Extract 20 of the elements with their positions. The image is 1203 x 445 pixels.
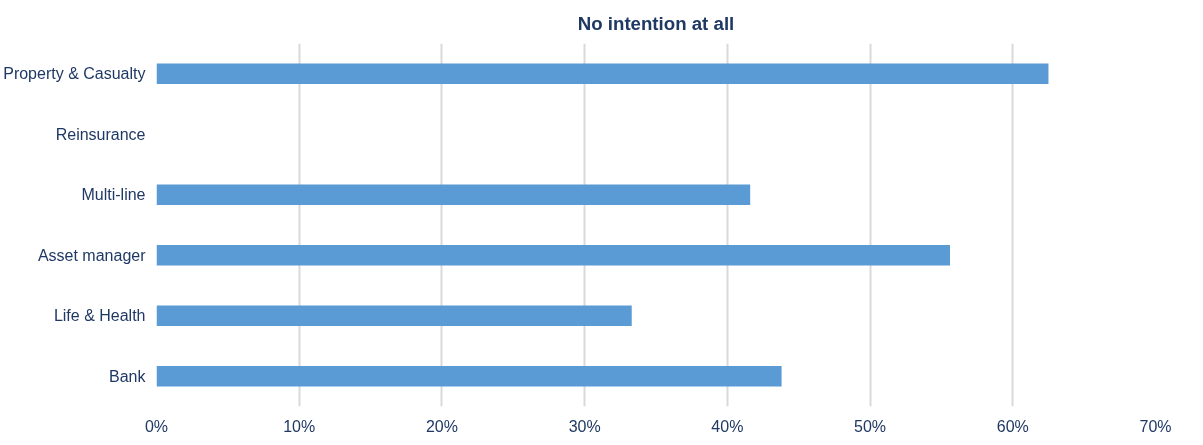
x-tick-label: 50% — [854, 417, 887, 435]
x-tick-label: 60% — [996, 417, 1029, 435]
x-tick-label: 70% — [1139, 417, 1172, 435]
x-tick-label: 0% — [144, 417, 169, 435]
y-tick-label: Multi-line — [81, 186, 146, 204]
y-tick-label: Property & Casualty — [3, 65, 146, 83]
bar — [156, 63, 1049, 85]
x-tick-label: 30% — [568, 417, 601, 435]
y-tick-label: Life & Health — [53, 307, 146, 325]
x-tick-label: 40% — [711, 417, 744, 435]
y-tick-label: Asset manager — [37, 246, 147, 264]
y-tick-label: Reinsurance — [55, 125, 146, 143]
bar — [156, 184, 751, 206]
x-tick-label: 20% — [425, 417, 458, 435]
bar — [156, 244, 950, 266]
x-tick-label: 10% — [283, 417, 316, 435]
chart-title: No intention at all — [577, 12, 735, 34]
bar — [156, 305, 632, 327]
bar — [156, 365, 782, 387]
y-tick-label: Bank — [109, 367, 147, 385]
